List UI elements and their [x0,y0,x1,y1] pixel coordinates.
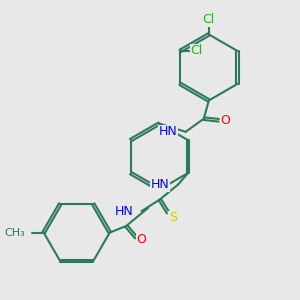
Text: O: O [220,114,230,127]
Text: Cl: Cl [190,44,203,57]
Text: HN: HN [159,125,177,138]
Text: HN: HN [151,178,170,191]
Text: S: S [169,211,177,224]
Text: Cl: Cl [203,13,215,26]
Text: O: O [136,233,146,246]
Text: CH₃: CH₃ [5,228,26,238]
Text: HN: HN [115,205,134,218]
